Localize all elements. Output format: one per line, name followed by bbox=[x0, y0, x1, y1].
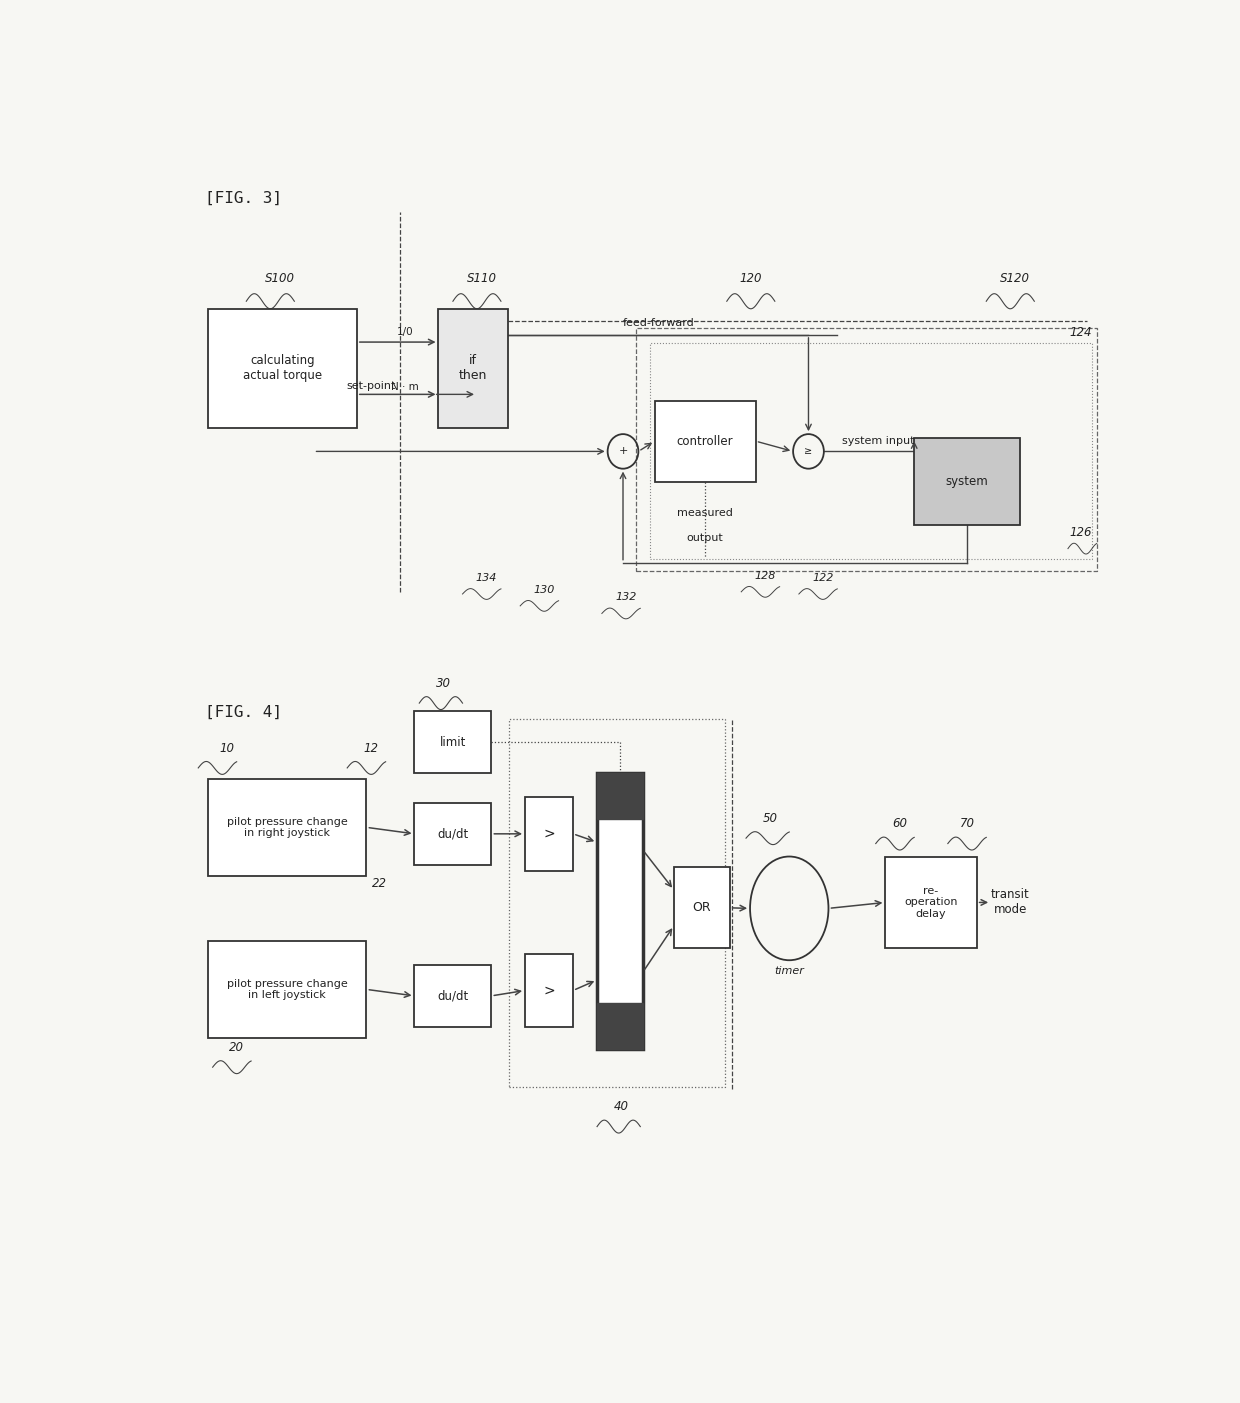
Text: 50: 50 bbox=[763, 812, 777, 825]
Text: du/dt: du/dt bbox=[438, 989, 469, 1002]
Text: 22: 22 bbox=[372, 877, 387, 890]
Text: 10: 10 bbox=[219, 742, 234, 755]
Text: 132: 132 bbox=[615, 592, 636, 602]
Text: [FIG. 4]: [FIG. 4] bbox=[205, 706, 281, 720]
Text: >: > bbox=[543, 826, 554, 840]
Text: 12: 12 bbox=[363, 742, 378, 755]
Text: if
then: if then bbox=[459, 354, 487, 382]
Text: S120: S120 bbox=[1001, 272, 1030, 285]
Text: 40: 40 bbox=[614, 1100, 629, 1114]
Text: [FIG. 3]: [FIG. 3] bbox=[205, 191, 281, 206]
Text: +: + bbox=[619, 446, 627, 456]
FancyBboxPatch shape bbox=[414, 711, 491, 773]
FancyBboxPatch shape bbox=[208, 309, 357, 428]
Text: 70: 70 bbox=[960, 818, 975, 831]
FancyBboxPatch shape bbox=[675, 867, 729, 948]
Text: ≥: ≥ bbox=[805, 446, 812, 456]
Text: S100: S100 bbox=[265, 272, 295, 285]
Text: 130: 130 bbox=[533, 585, 554, 595]
Text: OR: OR bbox=[692, 901, 711, 915]
FancyBboxPatch shape bbox=[914, 438, 1019, 525]
Text: system input: system input bbox=[842, 436, 915, 446]
FancyBboxPatch shape bbox=[596, 1003, 644, 1049]
FancyBboxPatch shape bbox=[525, 797, 573, 870]
Text: 20: 20 bbox=[229, 1041, 244, 1054]
Text: transit
mode: transit mode bbox=[991, 888, 1030, 916]
FancyBboxPatch shape bbox=[439, 309, 507, 428]
FancyBboxPatch shape bbox=[596, 773, 644, 1049]
Text: measured: measured bbox=[677, 508, 733, 518]
Text: limit: limit bbox=[440, 735, 466, 749]
Text: N · m: N · m bbox=[391, 382, 419, 391]
Text: system: system bbox=[946, 476, 988, 488]
Text: >: > bbox=[543, 984, 554, 998]
FancyBboxPatch shape bbox=[885, 856, 977, 948]
Text: 120: 120 bbox=[739, 272, 763, 285]
Text: timer: timer bbox=[774, 967, 805, 976]
FancyBboxPatch shape bbox=[655, 401, 755, 481]
Text: 126: 126 bbox=[1069, 526, 1092, 539]
Text: pilot pressure change
in right joystick: pilot pressure change in right joystick bbox=[227, 817, 347, 838]
FancyBboxPatch shape bbox=[208, 941, 367, 1038]
Text: du/dt: du/dt bbox=[438, 828, 469, 840]
FancyBboxPatch shape bbox=[525, 954, 573, 1027]
Text: 134: 134 bbox=[476, 572, 497, 584]
Text: 122: 122 bbox=[812, 572, 833, 584]
Text: feed-forward: feed-forward bbox=[622, 318, 694, 328]
FancyBboxPatch shape bbox=[596, 773, 644, 819]
Text: pilot pressure change
in left joystick: pilot pressure change in left joystick bbox=[227, 979, 347, 1000]
Text: 30: 30 bbox=[435, 676, 451, 690]
Text: 60: 60 bbox=[893, 818, 908, 831]
FancyBboxPatch shape bbox=[208, 779, 367, 875]
Text: re-
operation
delay: re- operation delay bbox=[904, 885, 957, 919]
Text: 124: 124 bbox=[1069, 325, 1092, 338]
Text: output: output bbox=[687, 533, 724, 543]
Text: S110: S110 bbox=[466, 272, 497, 285]
FancyBboxPatch shape bbox=[414, 964, 491, 1027]
Text: set-point: set-point bbox=[346, 382, 396, 391]
Text: controller: controller bbox=[677, 435, 734, 448]
Text: 1/0: 1/0 bbox=[397, 327, 413, 337]
FancyBboxPatch shape bbox=[414, 803, 491, 866]
Text: calculating
actual torque: calculating actual torque bbox=[243, 354, 322, 382]
Text: 128: 128 bbox=[755, 571, 776, 581]
